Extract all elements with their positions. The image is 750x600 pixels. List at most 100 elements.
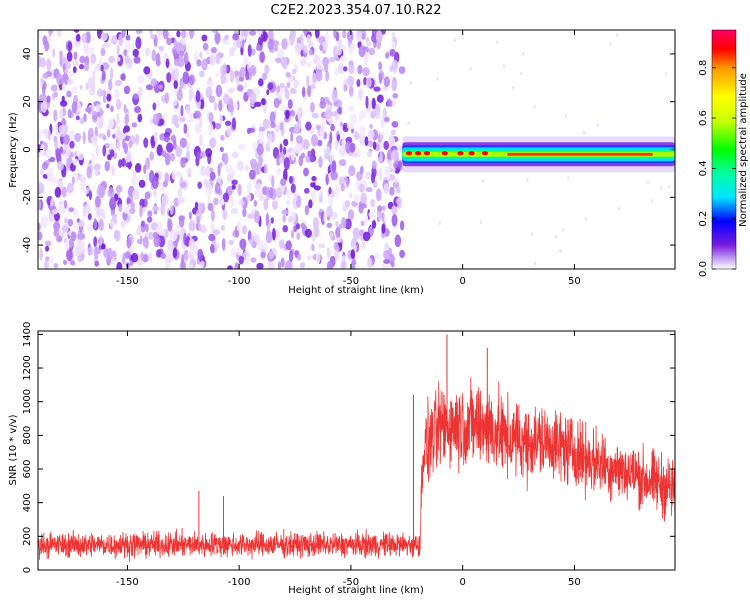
noise-blob bbox=[110, 220, 115, 229]
noise-blob bbox=[183, 51, 189, 65]
noise-blob bbox=[75, 115, 80, 121]
noise-blob bbox=[100, 109, 104, 116]
noise-blob bbox=[308, 49, 313, 56]
noise-blob bbox=[199, 133, 203, 147]
noise-blob bbox=[48, 30, 54, 34]
noise-blob bbox=[390, 261, 395, 268]
noise-blob bbox=[64, 68, 69, 74]
noise-blob bbox=[59, 55, 63, 67]
noise-blob bbox=[325, 30, 329, 44]
noise-blob bbox=[192, 259, 197, 268]
noise-blob bbox=[67, 218, 74, 227]
noise-blob bbox=[310, 182, 315, 188]
noise-blob bbox=[185, 105, 191, 115]
noise-blob bbox=[345, 140, 351, 154]
noise-blob bbox=[276, 167, 281, 177]
noise-blob bbox=[217, 173, 222, 185]
noise-blob bbox=[102, 42, 111, 48]
noise-blob bbox=[280, 104, 288, 112]
noise-blob bbox=[215, 53, 221, 65]
noise-blob bbox=[209, 54, 216, 66]
noise-blob bbox=[85, 106, 92, 113]
noise-blob bbox=[71, 101, 78, 114]
noise-blob bbox=[359, 203, 367, 209]
noise-blob bbox=[116, 113, 120, 126]
noise-blob bbox=[219, 146, 224, 153]
noise-blob bbox=[228, 239, 234, 246]
noise-blob bbox=[326, 222, 333, 228]
noise-blob bbox=[293, 79, 299, 89]
noise-blob bbox=[249, 92, 257, 104]
noise-blob bbox=[386, 167, 391, 181]
noise-blob bbox=[109, 142, 114, 150]
noise-blob bbox=[61, 72, 69, 86]
noise-blob bbox=[231, 179, 238, 185]
noise-blob bbox=[370, 172, 376, 184]
noise-speck bbox=[533, 261, 537, 266]
noise-blob bbox=[242, 207, 247, 218]
noise-blob bbox=[45, 149, 52, 159]
noise-blob bbox=[371, 220, 377, 229]
noise-blob bbox=[215, 72, 219, 78]
noise-blob bbox=[254, 101, 262, 108]
noise-blob bbox=[230, 247, 237, 258]
noise-blob bbox=[169, 152, 175, 162]
noise-blob bbox=[340, 261, 346, 269]
noise-blob bbox=[263, 240, 268, 252]
noise-blob bbox=[88, 190, 92, 201]
noise-blob bbox=[74, 244, 82, 258]
noise-blob bbox=[147, 72, 152, 80]
noise-blob bbox=[224, 120, 232, 127]
noise-blob bbox=[264, 64, 270, 75]
noise-blob bbox=[79, 55, 86, 64]
noise-blob bbox=[129, 207, 136, 214]
noise-blob bbox=[167, 219, 173, 232]
noise-blob bbox=[171, 114, 179, 126]
noise-blob bbox=[214, 182, 221, 194]
noise-blob bbox=[98, 218, 104, 231]
noise-blob bbox=[370, 198, 376, 208]
noise-blob bbox=[107, 187, 115, 198]
noise-speck bbox=[520, 71, 523, 76]
noise-blob bbox=[145, 84, 154, 91]
noise-blob bbox=[338, 159, 347, 167]
noise-blob bbox=[335, 226, 341, 238]
noise-blob bbox=[333, 241, 339, 251]
x-tick-label: -150 bbox=[116, 276, 139, 287]
noise-speck bbox=[496, 40, 499, 45]
noise-blob bbox=[220, 198, 225, 206]
noise-blob bbox=[366, 77, 372, 88]
noise-blob bbox=[124, 113, 129, 126]
noise-blob bbox=[111, 165, 116, 176]
noise-blob bbox=[245, 70, 250, 81]
noise-blob bbox=[93, 246, 99, 259]
noise-blob bbox=[83, 188, 88, 196]
noise-blob bbox=[331, 160, 337, 173]
noise-blob bbox=[209, 137, 217, 148]
noise-blob bbox=[64, 143, 72, 157]
noise-blob bbox=[307, 150, 312, 157]
noise-blob bbox=[386, 98, 392, 107]
noise-blob bbox=[346, 30, 354, 42]
noise-blob bbox=[375, 30, 383, 44]
noise-blob bbox=[302, 138, 310, 150]
noise-blob bbox=[59, 108, 64, 119]
noise-blob bbox=[268, 187, 274, 199]
noise-blob bbox=[296, 253, 302, 261]
noise-blob bbox=[211, 30, 219, 34]
noise-blob bbox=[263, 198, 269, 211]
noise-blob bbox=[62, 134, 70, 145]
noise-blob bbox=[381, 223, 386, 234]
noise-blob bbox=[341, 216, 347, 229]
signal-hotspot bbox=[468, 151, 475, 156]
noise-blob bbox=[137, 225, 142, 237]
noise-blob bbox=[196, 59, 202, 67]
noise-blob bbox=[115, 56, 121, 62]
noise-blob bbox=[39, 94, 44, 101]
noise-blob bbox=[38, 129, 42, 141]
noise-blob bbox=[155, 59, 161, 67]
noise-blob bbox=[293, 127, 300, 135]
noise-blob bbox=[71, 176, 75, 186]
noise-blob bbox=[220, 72, 227, 85]
snr-frame bbox=[37, 330, 676, 571]
